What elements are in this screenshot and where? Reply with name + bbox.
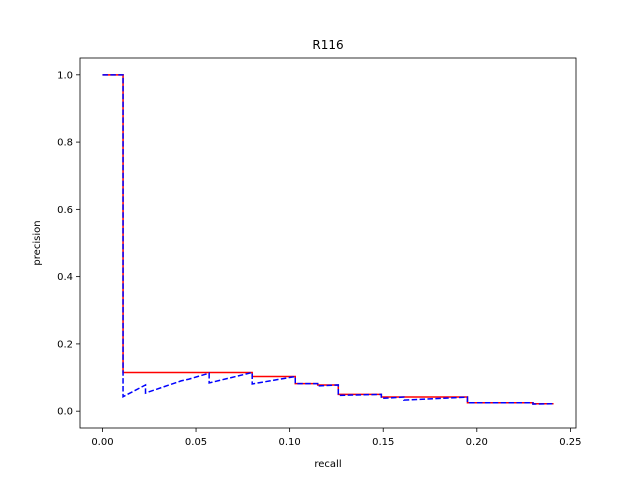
y-tick-label: 0.4: [57, 272, 73, 283]
x-tick-label: 0.10: [278, 437, 300, 448]
x-tick-label: 0.00: [91, 437, 113, 448]
x-tick-label: 0.20: [466, 437, 488, 448]
chart-title: R116: [312, 38, 343, 52]
y-tick-label: 1.0: [57, 70, 73, 81]
x-tick-label: 0.15: [372, 437, 394, 448]
x-axis-ticks: 0.00 0.05 0.10 0.15 0.20 0.25: [91, 428, 582, 448]
y-tick-label: 0.8: [57, 138, 73, 149]
x-axis-label: recall: [314, 459, 341, 470]
y-axis-ticks: 0.0 0.2 0.4 0.6 0.8 1.0: [57, 70, 80, 418]
plot-frame: [79, 57, 577, 429]
x-tick-label: 0.05: [185, 437, 207, 448]
series-line-2: [102, 74, 554, 405]
y-tick-label: 0.6: [57, 205, 73, 216]
series-layer: [102, 74, 554, 405]
x-tick-label: 0.25: [559, 437, 581, 448]
y-tick-label: 0.0: [57, 407, 73, 418]
y-tick-label: 0.2: [57, 339, 73, 350]
plot-area: [80, 58, 576, 428]
y-axis-label: precision: [32, 220, 43, 265]
